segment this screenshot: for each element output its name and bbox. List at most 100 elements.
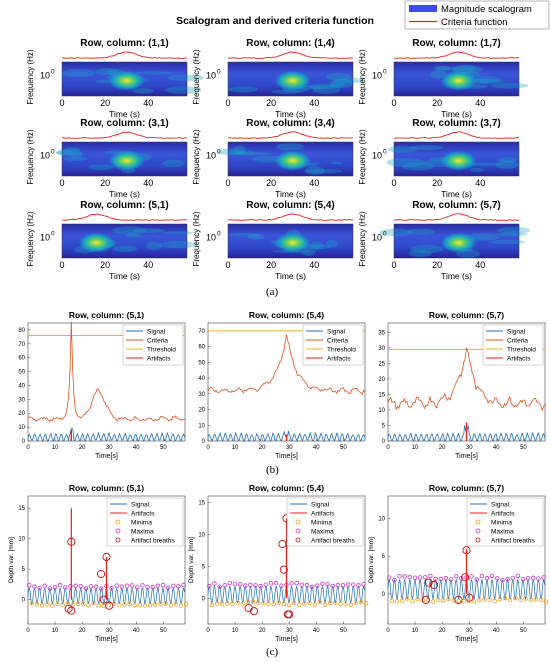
x-tick-label: 40 [133,628,140,634]
maxima-marker [232,581,238,587]
x-tick-label: 0 [386,628,390,634]
minima-marker [430,599,436,604]
scalogram-texture [429,70,447,79]
minima-marker [219,601,225,606]
legend-swatch [115,528,121,534]
subplot-title: Row, column: (1,4) [246,38,335,49]
minima-marker [353,601,359,606]
minima-marker [91,600,96,606]
maxima-marker [407,574,413,580]
y-tick-label: 30 [378,346,385,352]
scalogram-texture [469,167,485,173]
x-tick-label: 0 [225,178,230,188]
maxima-marker [150,584,155,590]
y-tick-label: 5 [22,567,26,573]
scalogram-texture [387,145,418,153]
legend-label: Signal [311,502,330,509]
legend-label: Minima [311,520,332,527]
x-tick-label: 40 [133,445,140,451]
scalogram-peak [440,232,477,253]
maxima-marker [474,577,479,582]
x-axis-label: Time (s) [441,189,472,199]
minima-marker [137,602,143,607]
scalogram-peak [274,150,311,171]
y-tick-label: 70 [18,342,25,348]
scalogram-texture [167,74,205,82]
maxima-marker [37,586,42,591]
artifact-breath-marker [67,606,76,615]
scalogram-texture [312,85,341,95]
minima-marker [178,603,184,608]
subplot-title: Row, column: (5,7) [429,483,504,493]
y-tick-label: 25 [378,361,385,367]
artifact-breath-marker [64,604,73,613]
x-tick-label: 20 [259,628,266,634]
y-tick-label: 15 [18,506,25,512]
maxima-marker [124,583,130,588]
y-tick-exponent: 0 [217,68,221,75]
legend-label: Artifacts [311,511,335,518]
artifact-breath-marker [454,595,463,604]
y-tick-label: 15 [198,500,205,506]
minima-marker [389,598,395,603]
minima-marker [132,603,137,608]
minima-marker [317,599,323,605]
subplot-title: Row, column: (5,1) [80,200,169,211]
maxima-marker [237,582,243,587]
maxima-marker [135,585,140,590]
scalogram-texture [328,79,354,89]
subplot-title: Row, column: (3,4) [246,118,335,129]
x-tick-label: 40 [143,260,153,270]
x-axis-label: Time (s) [109,109,140,119]
scalogram-texture [112,226,146,235]
x-axis-label: Time[s] [455,636,478,643]
scalogram-texture [227,86,259,93]
legend-label: Maxima [131,529,154,536]
scalogram-frame [61,141,188,177]
x-tick-label: 20 [266,178,276,188]
y-tick-exponent: 0 [217,230,221,237]
x-tick-label: 20 [100,178,110,188]
scalogram-peak [274,70,311,91]
minima-marker [153,602,158,607]
subplot-title: Row, column: (5,1) [69,483,144,493]
plot-frame [27,322,186,442]
scalogram-texture [386,158,426,168]
maxima-marker [294,580,299,586]
x-tick-label: 40 [309,260,319,270]
artifact-breath-marker [421,595,430,604]
scalogram-subplot: Row, column: (1,1)Frequency (Hz) 10 00 20 40… [26,38,205,119]
y-tick-label: 10 [40,150,50,160]
minima-marker [122,602,127,607]
maxima-marker [42,583,47,588]
scalogram-texture [408,249,432,258]
legend-label: Signal [507,329,526,336]
y-tick-label: 10 [18,537,25,543]
minima-marker [106,602,112,607]
maxima-marker [479,573,485,579]
minima-marker [225,601,230,606]
y-tick-label: 10 [206,232,216,242]
subplot-title: Row, column: (5,4) [249,483,324,493]
scalogram-frame [393,61,520,97]
legend-label: Threshold [327,347,356,354]
minima-marker [209,602,215,608]
x-tick-label: 20 [432,98,442,108]
legend-swatch [475,528,481,534]
artifact-breath-marker [285,610,294,619]
x-tick-label: 40 [313,628,320,634]
y-axis-label: Frequency (Hz) [358,129,367,184]
legend-label: Artifact breaths [131,538,175,545]
panel-c-grid: Row, column: (5,1) 0 5 10 15 Depth var. [mm] 0… [8,483,549,643]
signal-line [27,427,186,443]
maxima-marker [351,582,356,587]
criteria-function-line [227,51,354,59]
maxima-marker [330,583,335,589]
scalogram-texture [113,245,137,252]
legend-label: Maxima [491,529,514,536]
maxima-marker [73,583,78,588]
minima-marker [507,597,513,603]
x-tick-label: 0 [206,445,210,451]
scalogram-texture [489,239,526,245]
legend-swatch [115,537,121,543]
